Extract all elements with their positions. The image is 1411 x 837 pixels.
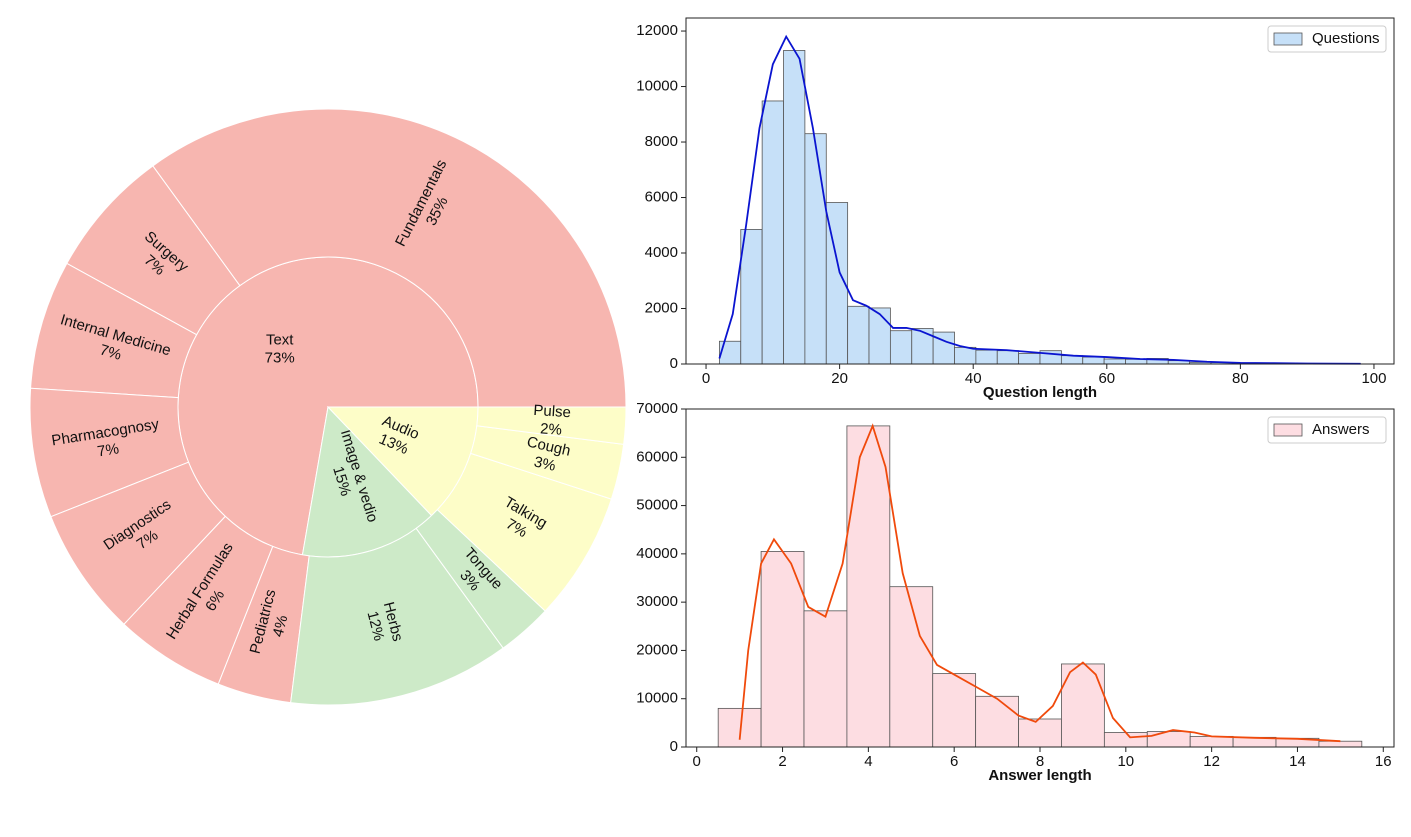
x-tick-label: 40 [965, 370, 982, 387]
x-tick-label: 10 [1117, 753, 1134, 770]
histogram-bar [954, 346, 977, 365]
legend-label: Answers [1312, 421, 1370, 438]
legend-box [1267, 416, 1387, 444]
histogram-bar [718, 340, 742, 365]
y-tick-label: 50000 [636, 497, 678, 514]
y-tick-label: 2000 [645, 299, 678, 316]
sunburst-wedge [50, 461, 227, 625]
x-tick-label: 12 [1203, 753, 1220, 770]
x-tick-label: 8 [1036, 753, 1044, 770]
histogram-bar [975, 349, 998, 365]
histogram-bar [1103, 732, 1148, 748]
sunburst-wedge [476, 406, 627, 445]
histogram-bar [761, 100, 784, 365]
sunburst-wedge [152, 108, 627, 408]
y-tick-label: 40000 [636, 545, 678, 562]
histogram-bar [889, 330, 913, 365]
legend-label: Questions [1312, 30, 1380, 47]
kde-line [738, 423, 1341, 743]
x-tick-label: 14 [1289, 753, 1306, 770]
sunburst-wedge [30, 262, 198, 399]
x-tick-label: 60 [1098, 370, 1115, 387]
y-tick-label: 10000 [636, 78, 678, 95]
y-tick-label: 0 [670, 738, 678, 755]
sunburst-wedge [290, 527, 504, 706]
histogram-bar [740, 229, 763, 365]
x-tick-label: 0 [702, 370, 710, 387]
y-tick-label: 12000 [636, 22, 678, 39]
wedge-name: Text [266, 332, 294, 349]
histogram-bar [847, 305, 870, 365]
histogram-bar [1060, 355, 1084, 365]
legend-box [1267, 25, 1387, 53]
sunburst-wedge [66, 165, 241, 336]
histogram-bar [1018, 718, 1062, 748]
legend-swatch [1273, 423, 1303, 437]
y-tick-label: 10000 [636, 690, 678, 707]
histogram-bar [1018, 353, 1041, 365]
histogram-bar [932, 673, 977, 748]
histogram-bar [911, 328, 934, 365]
axes-frame [685, 17, 1395, 365]
histogram-bar [717, 707, 762, 748]
histogram-bar [1189, 735, 1234, 748]
sunburst-wedge [29, 387, 190, 518]
x-tick-label: 6 [950, 753, 958, 770]
wedge-percent: 7% [98, 341, 124, 363]
x-tick-label: 80 [1232, 370, 1249, 387]
x-tick-label: 2 [778, 753, 786, 770]
histogram-bar [803, 610, 848, 748]
sunburst-wedge [436, 452, 613, 612]
wedge-percent: 12% [364, 609, 388, 642]
y-tick-label: 60000 [636, 448, 678, 465]
x-tick-label: 0 [693, 753, 701, 770]
x-axis-label: Answer length [988, 767, 1091, 784]
histogram-bar [1103, 358, 1126, 365]
x-tick-label: 20 [831, 370, 848, 387]
y-tick-label: 70000 [636, 400, 678, 417]
wedge-percent: 4% [270, 613, 292, 638]
wedge-name: Pulse [533, 402, 572, 421]
histogram-bar [975, 695, 1019, 748]
y-tick-label: 30000 [636, 593, 678, 610]
histogram-bar [996, 350, 1020, 365]
histogram-bar [804, 133, 827, 365]
histogram-bar [1082, 356, 1105, 365]
histogram-bar [1318, 740, 1363, 748]
histogram-bar [783, 50, 806, 365]
y-tick-label: 0 [670, 355, 678, 372]
y-tick-label: 6000 [645, 188, 678, 205]
x-tick-label: 16 [1375, 753, 1392, 770]
legend-swatch [1273, 32, 1303, 46]
wedge-percent: 2% [540, 420, 563, 438]
wedge-percent: 3% [532, 453, 557, 474]
x-tick-label: 100 [1361, 370, 1386, 387]
x-axis-label: Question length [983, 384, 1097, 401]
histogram-bar [1146, 731, 1191, 748]
kde-line [718, 34, 1361, 365]
wedge-percent: 73% [265, 350, 295, 367]
histogram-bar [846, 425, 891, 748]
y-tick-label: 4000 [645, 244, 678, 261]
histogram-bar [889, 586, 934, 748]
histogram-bar [868, 307, 891, 365]
x-tick-label: 4 [864, 753, 872, 770]
y-tick-label: 8000 [645, 133, 678, 150]
y-tick-label: 20000 [636, 641, 678, 658]
wedge-percent: 7% [96, 440, 120, 460]
